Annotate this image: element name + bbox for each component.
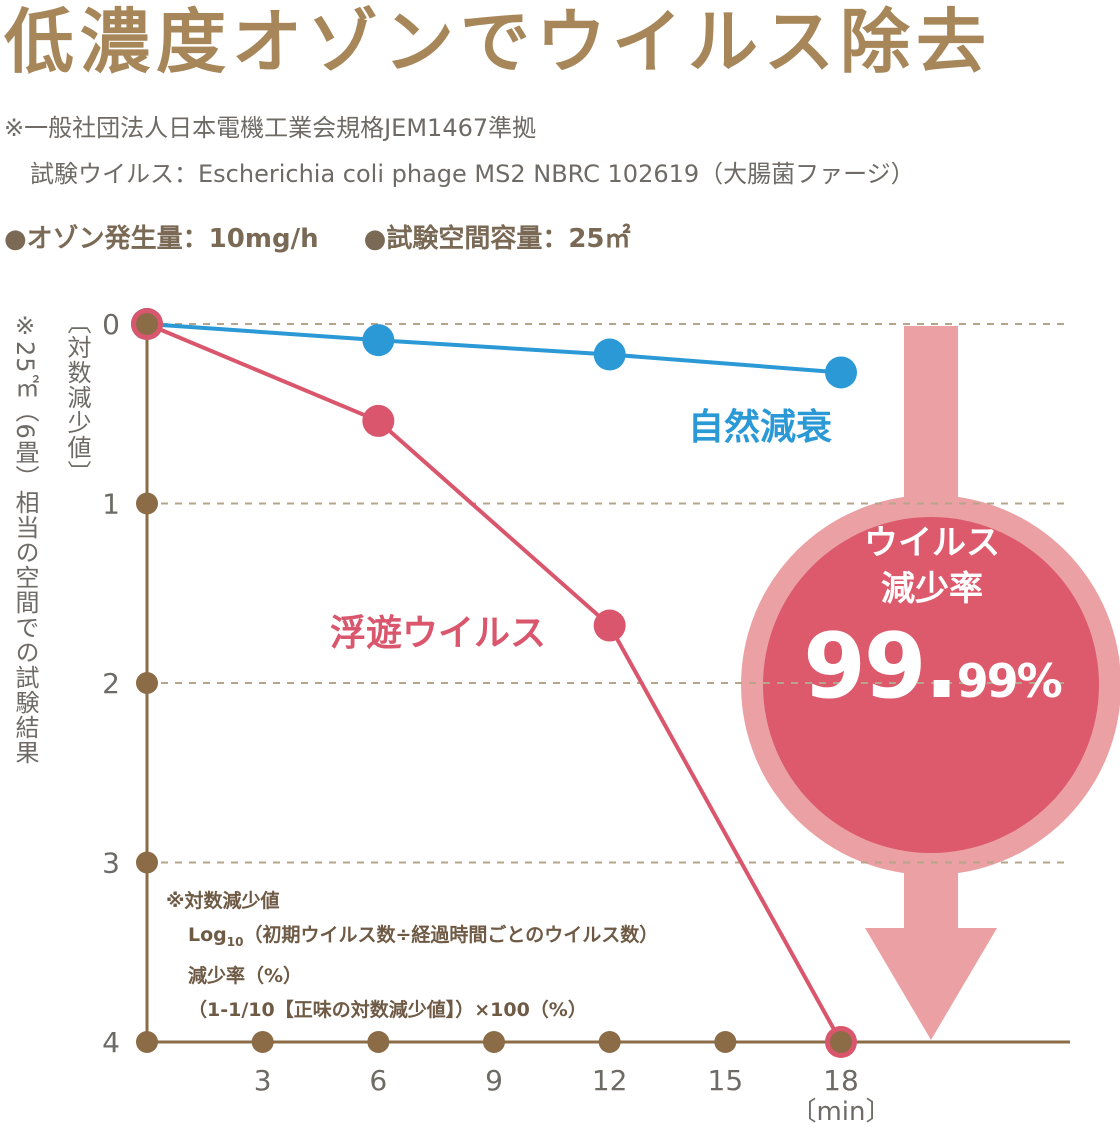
x-tick-label-9: 9 xyxy=(485,1064,503,1097)
footnote-log: Log xyxy=(188,924,227,946)
badge-line-1: ウイルス xyxy=(864,523,1000,563)
x-tick-dot-15 xyxy=(714,1031,737,1053)
y-tick-label-1: 1 xyxy=(102,488,120,521)
badge-line-2: 減少率 xyxy=(881,569,983,609)
y-axis-label: 〔対数減少値〕 xyxy=(63,310,91,485)
series-label-natural: 自然減衰 xyxy=(688,407,833,448)
series-line-0 xyxy=(146,322,842,375)
x-tick-label-18: 18 xyxy=(823,1064,859,1097)
page-title: 低濃度オゾンでウイルス除去 xyxy=(4,1,992,83)
log-reduction-footnote: ※対数減少値 Log10（初期ウイルス数÷経過時間ごとのウイルス数） 減少率（%… xyxy=(166,884,658,1027)
x-tick-label-3: 3 xyxy=(254,1064,272,1097)
test-specs: ●オゾン発生量：10mg/h ●試験空間容量：25㎡ xyxy=(4,218,667,255)
series-0-point-3 xyxy=(825,356,857,389)
x-tick-dot-12 xyxy=(598,1031,621,1053)
reduction-arrow xyxy=(741,326,1120,1040)
ozone-output-spec: ●オゾン発生量：10mg/h xyxy=(4,224,319,254)
x-tick-dot-18 xyxy=(830,1031,852,1053)
footnote-rate-formula: （1-1/10【正味の対数減少値】）×100（%） xyxy=(188,998,587,1021)
room-volume-spec: ●試験空間容量：25㎡ xyxy=(363,224,631,254)
reduction-rate-decimals: 99% xyxy=(956,654,1063,708)
x-tick-dot-9 xyxy=(483,1031,505,1053)
y-tick-dot-0 xyxy=(136,313,158,335)
y-tick-label-0: 0 xyxy=(102,308,120,341)
x-tick-label-6: 6 xyxy=(369,1064,387,1097)
side-test-note: ※25㎡（6畳）相当の空間での試験結果 xyxy=(11,312,39,765)
y-tick-dot-2 xyxy=(136,672,158,694)
reduction-rate-main: 99. xyxy=(803,614,958,719)
footnote-rate-title: 減少率（%） xyxy=(188,964,303,987)
reduction-rate-value: 99.99% xyxy=(764,612,1100,736)
x-tick-dot-3 xyxy=(251,1031,274,1053)
series-line-1 xyxy=(146,322,843,1043)
footnote-title: ※対数減少値 xyxy=(166,890,280,912)
footnote-formula: Log10（初期ウイルス数÷経過時間ごとのウイルス数） xyxy=(166,918,658,959)
series-1-point-2 xyxy=(593,609,626,642)
y-tick-dot-4 xyxy=(136,1031,158,1053)
footnote-formula-rest: （初期ウイルス数÷経過時間ごとのウイルス数） xyxy=(243,924,659,946)
y-tick-dot-3 xyxy=(136,851,158,874)
y-tick-label-4: 4 xyxy=(102,1026,120,1059)
y-tick-label-2: 2 xyxy=(102,667,120,700)
y-tick-label-3: 3 xyxy=(102,847,120,880)
test-virus-note: 試験ウイルス：Escherichia coli phage MS2 NBRC 1… xyxy=(30,160,915,188)
x-tick-dot-6 xyxy=(367,1031,390,1053)
standard-note: ※一般社団法人日本電機工業会規格JEM1467準拠 xyxy=(4,114,537,142)
series-0-point-2 xyxy=(593,338,626,371)
series-1-point-1 xyxy=(362,404,395,437)
series-label-airborne: 浮遊ウイルス xyxy=(330,613,547,654)
y-tick-dot-1 xyxy=(136,492,158,515)
series-0-point-1 xyxy=(362,324,395,357)
footnote-log-base: 10 xyxy=(226,934,244,949)
x-tick-label-12: 12 xyxy=(592,1064,628,1097)
x-tick-label-15: 15 xyxy=(708,1064,744,1097)
reduction-rate-badge: ウイルス 減少率 99.99% xyxy=(764,520,1100,736)
x-axis-unit: 〔min〕 xyxy=(790,1097,891,1127)
